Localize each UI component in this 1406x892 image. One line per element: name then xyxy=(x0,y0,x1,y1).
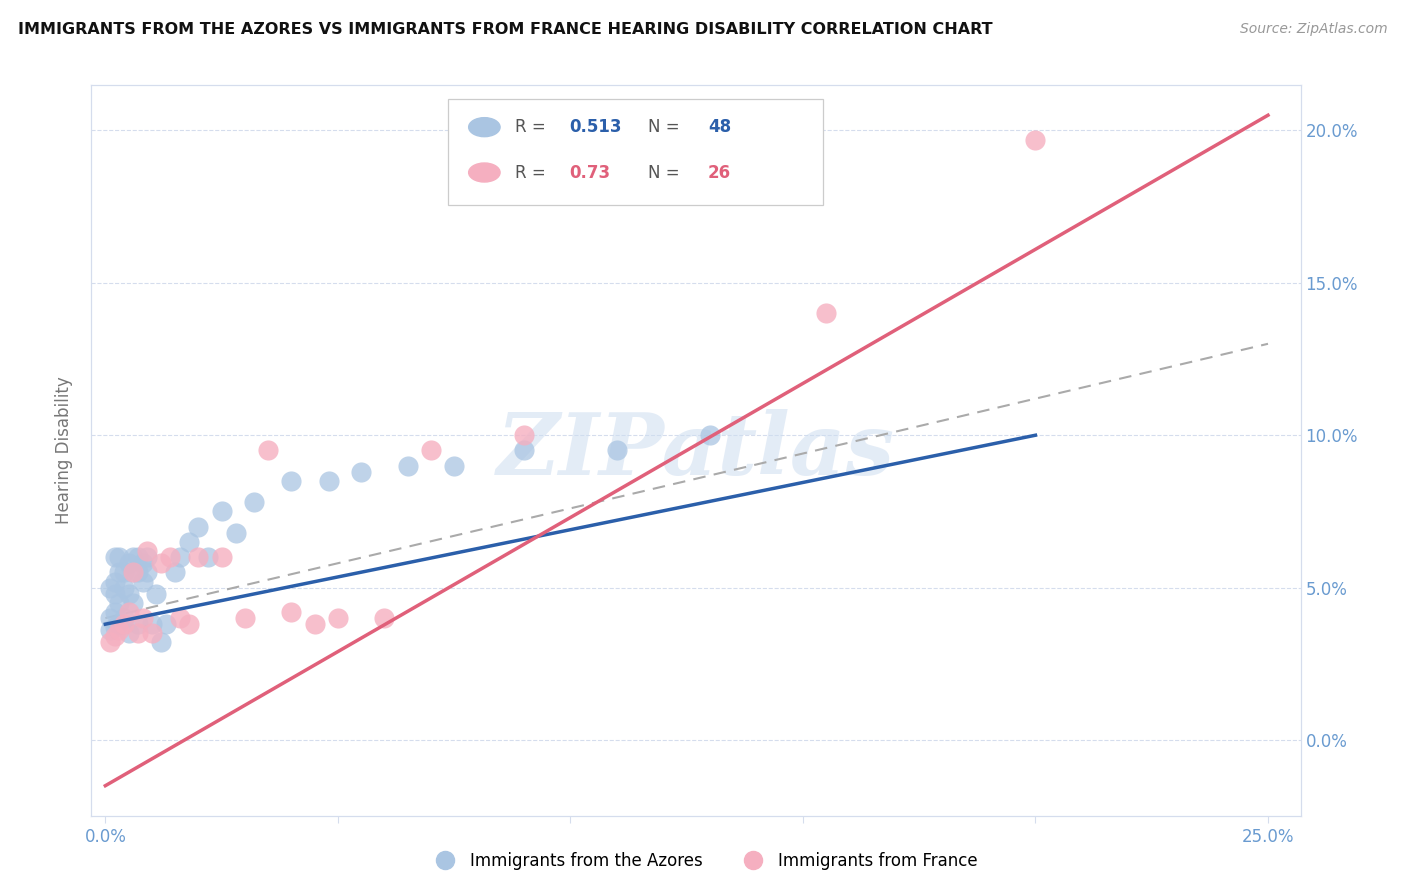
Point xyxy=(513,428,536,442)
Point xyxy=(177,534,200,549)
Text: N =: N = xyxy=(648,118,685,136)
Text: IMMIGRANTS FROM THE AZORES VS IMMIGRANTS FROM FRANCE HEARING DISABILITY CORRELAT: IMMIGRANTS FROM THE AZORES VS IMMIGRANTS… xyxy=(18,22,993,37)
Point xyxy=(280,474,302,488)
FancyBboxPatch shape xyxy=(449,99,823,205)
Point xyxy=(112,617,135,632)
Point xyxy=(159,550,181,565)
Point xyxy=(513,443,536,458)
Point xyxy=(104,620,127,634)
Point xyxy=(104,574,127,589)
Point xyxy=(280,605,302,619)
Point xyxy=(108,596,131,610)
Point xyxy=(117,626,139,640)
Text: 48: 48 xyxy=(709,118,731,136)
Point xyxy=(104,629,127,643)
Point xyxy=(108,624,131,638)
Text: 26: 26 xyxy=(709,163,731,181)
Text: ZIPatlas: ZIPatlas xyxy=(496,409,896,492)
Point xyxy=(122,566,145,580)
Point xyxy=(127,617,149,632)
Point xyxy=(117,587,139,601)
Point xyxy=(108,566,131,580)
Point xyxy=(136,550,159,565)
Point xyxy=(122,596,145,610)
Point xyxy=(112,566,135,580)
Point xyxy=(141,617,163,632)
Point xyxy=(197,550,219,565)
Text: R =: R = xyxy=(515,163,551,181)
Point xyxy=(169,550,191,565)
Text: N =: N = xyxy=(648,163,685,181)
Text: R =: R = xyxy=(515,118,551,136)
Point xyxy=(304,617,326,632)
Point xyxy=(396,458,419,473)
Point xyxy=(155,617,177,632)
Point xyxy=(145,587,167,601)
Point xyxy=(108,550,131,565)
Point xyxy=(815,306,838,320)
Point xyxy=(131,611,153,625)
Point xyxy=(112,611,135,625)
Point xyxy=(443,458,465,473)
Point xyxy=(104,605,127,619)
Point xyxy=(98,624,121,638)
Point xyxy=(187,550,209,565)
Point xyxy=(136,544,159,558)
Point xyxy=(98,581,121,595)
Point xyxy=(419,443,441,458)
Point xyxy=(606,443,628,458)
Legend: Immigrants from the Azores, Immigrants from France: Immigrants from the Azores, Immigrants f… xyxy=(422,846,984,877)
Circle shape xyxy=(468,118,501,136)
Point xyxy=(117,556,139,570)
Point xyxy=(373,611,395,625)
Point xyxy=(350,465,373,479)
Point xyxy=(127,550,149,565)
Point xyxy=(1024,132,1046,146)
Point xyxy=(211,550,233,565)
Circle shape xyxy=(468,163,501,182)
Point xyxy=(122,566,145,580)
Point xyxy=(150,635,173,649)
Point xyxy=(257,443,280,458)
Point xyxy=(127,566,149,580)
Point xyxy=(699,428,721,442)
Point xyxy=(104,587,127,601)
Point xyxy=(127,626,149,640)
Point xyxy=(122,550,145,565)
Point xyxy=(211,504,233,518)
Point xyxy=(131,574,153,589)
Point xyxy=(169,611,191,625)
Point xyxy=(225,525,247,540)
Point xyxy=(104,550,127,565)
Point xyxy=(131,556,153,570)
Text: 0.73: 0.73 xyxy=(569,163,610,181)
Point xyxy=(98,611,121,625)
Point xyxy=(141,626,163,640)
Point xyxy=(98,635,121,649)
Y-axis label: Hearing Disability: Hearing Disability xyxy=(55,376,73,524)
Point xyxy=(136,566,159,580)
Point xyxy=(150,556,173,570)
Point xyxy=(243,495,266,509)
Point xyxy=(318,474,340,488)
Point xyxy=(112,581,135,595)
Text: 0.513: 0.513 xyxy=(569,118,621,136)
Point xyxy=(177,617,200,632)
Point xyxy=(233,611,256,625)
Text: Source: ZipAtlas.com: Source: ZipAtlas.com xyxy=(1240,22,1388,37)
Point xyxy=(117,605,139,619)
Point xyxy=(326,611,349,625)
Point xyxy=(108,617,131,632)
Point xyxy=(187,519,209,533)
Point xyxy=(165,566,187,580)
